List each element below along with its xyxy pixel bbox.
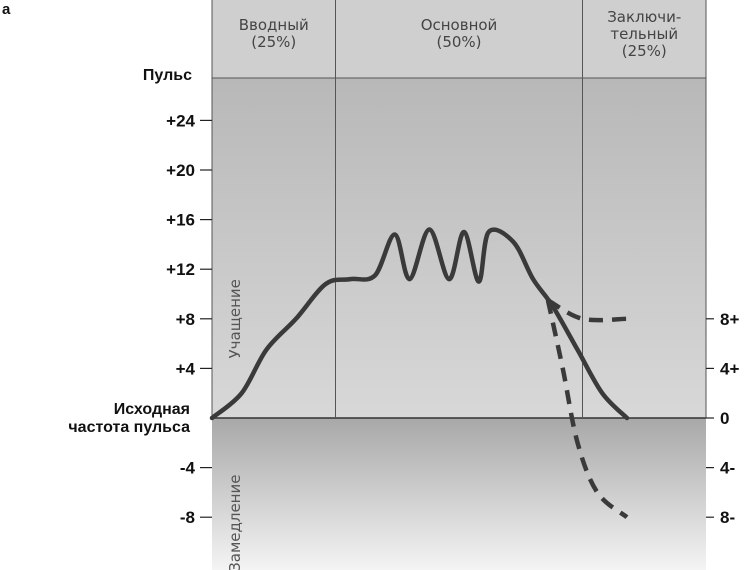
y-tick-label-right: 4- bbox=[720, 459, 735, 478]
y-tick-label-left: -4 bbox=[180, 459, 196, 478]
y-tick-label-right: 4+ bbox=[720, 359, 739, 378]
y-tick-label-left: +24 bbox=[166, 111, 195, 130]
y-axis-title: Пульс bbox=[143, 67, 192, 84]
y-tick-label-left: +8 bbox=[176, 310, 195, 329]
y-tick-label-left: +12 bbox=[166, 260, 195, 279]
panel-letter: а bbox=[2, 1, 11, 18]
y-tick-label-left: +16 bbox=[166, 211, 195, 230]
y-tick-label-right: 8- bbox=[720, 508, 735, 527]
phase-label: Заключи-тельный (25%) bbox=[607, 8, 681, 60]
y-tick-label-left: +20 bbox=[166, 161, 195, 180]
phase-label: Вводный (25%) bbox=[239, 16, 309, 51]
deceleration-zone bbox=[212, 418, 706, 570]
pulse-curve-dashed bbox=[545, 299, 629, 519]
y-tick-label-right: 8+ bbox=[720, 310, 739, 329]
y-tick-label-right: 0 bbox=[720, 409, 729, 428]
y-tick-label-left: Исходная частота пульса bbox=[68, 401, 190, 436]
y-tick-label-left: -8 bbox=[180, 508, 195, 527]
zone-label-deceleration: Замедление bbox=[226, 475, 244, 570]
pulse-curve-dashed bbox=[546, 298, 628, 323]
phase-header-band bbox=[212, 0, 706, 78]
zone-label-acceleration: Учащение bbox=[226, 279, 244, 358]
phase-label: Основной (50%) bbox=[421, 16, 498, 51]
y-tick-label-left: +4 bbox=[176, 359, 196, 378]
